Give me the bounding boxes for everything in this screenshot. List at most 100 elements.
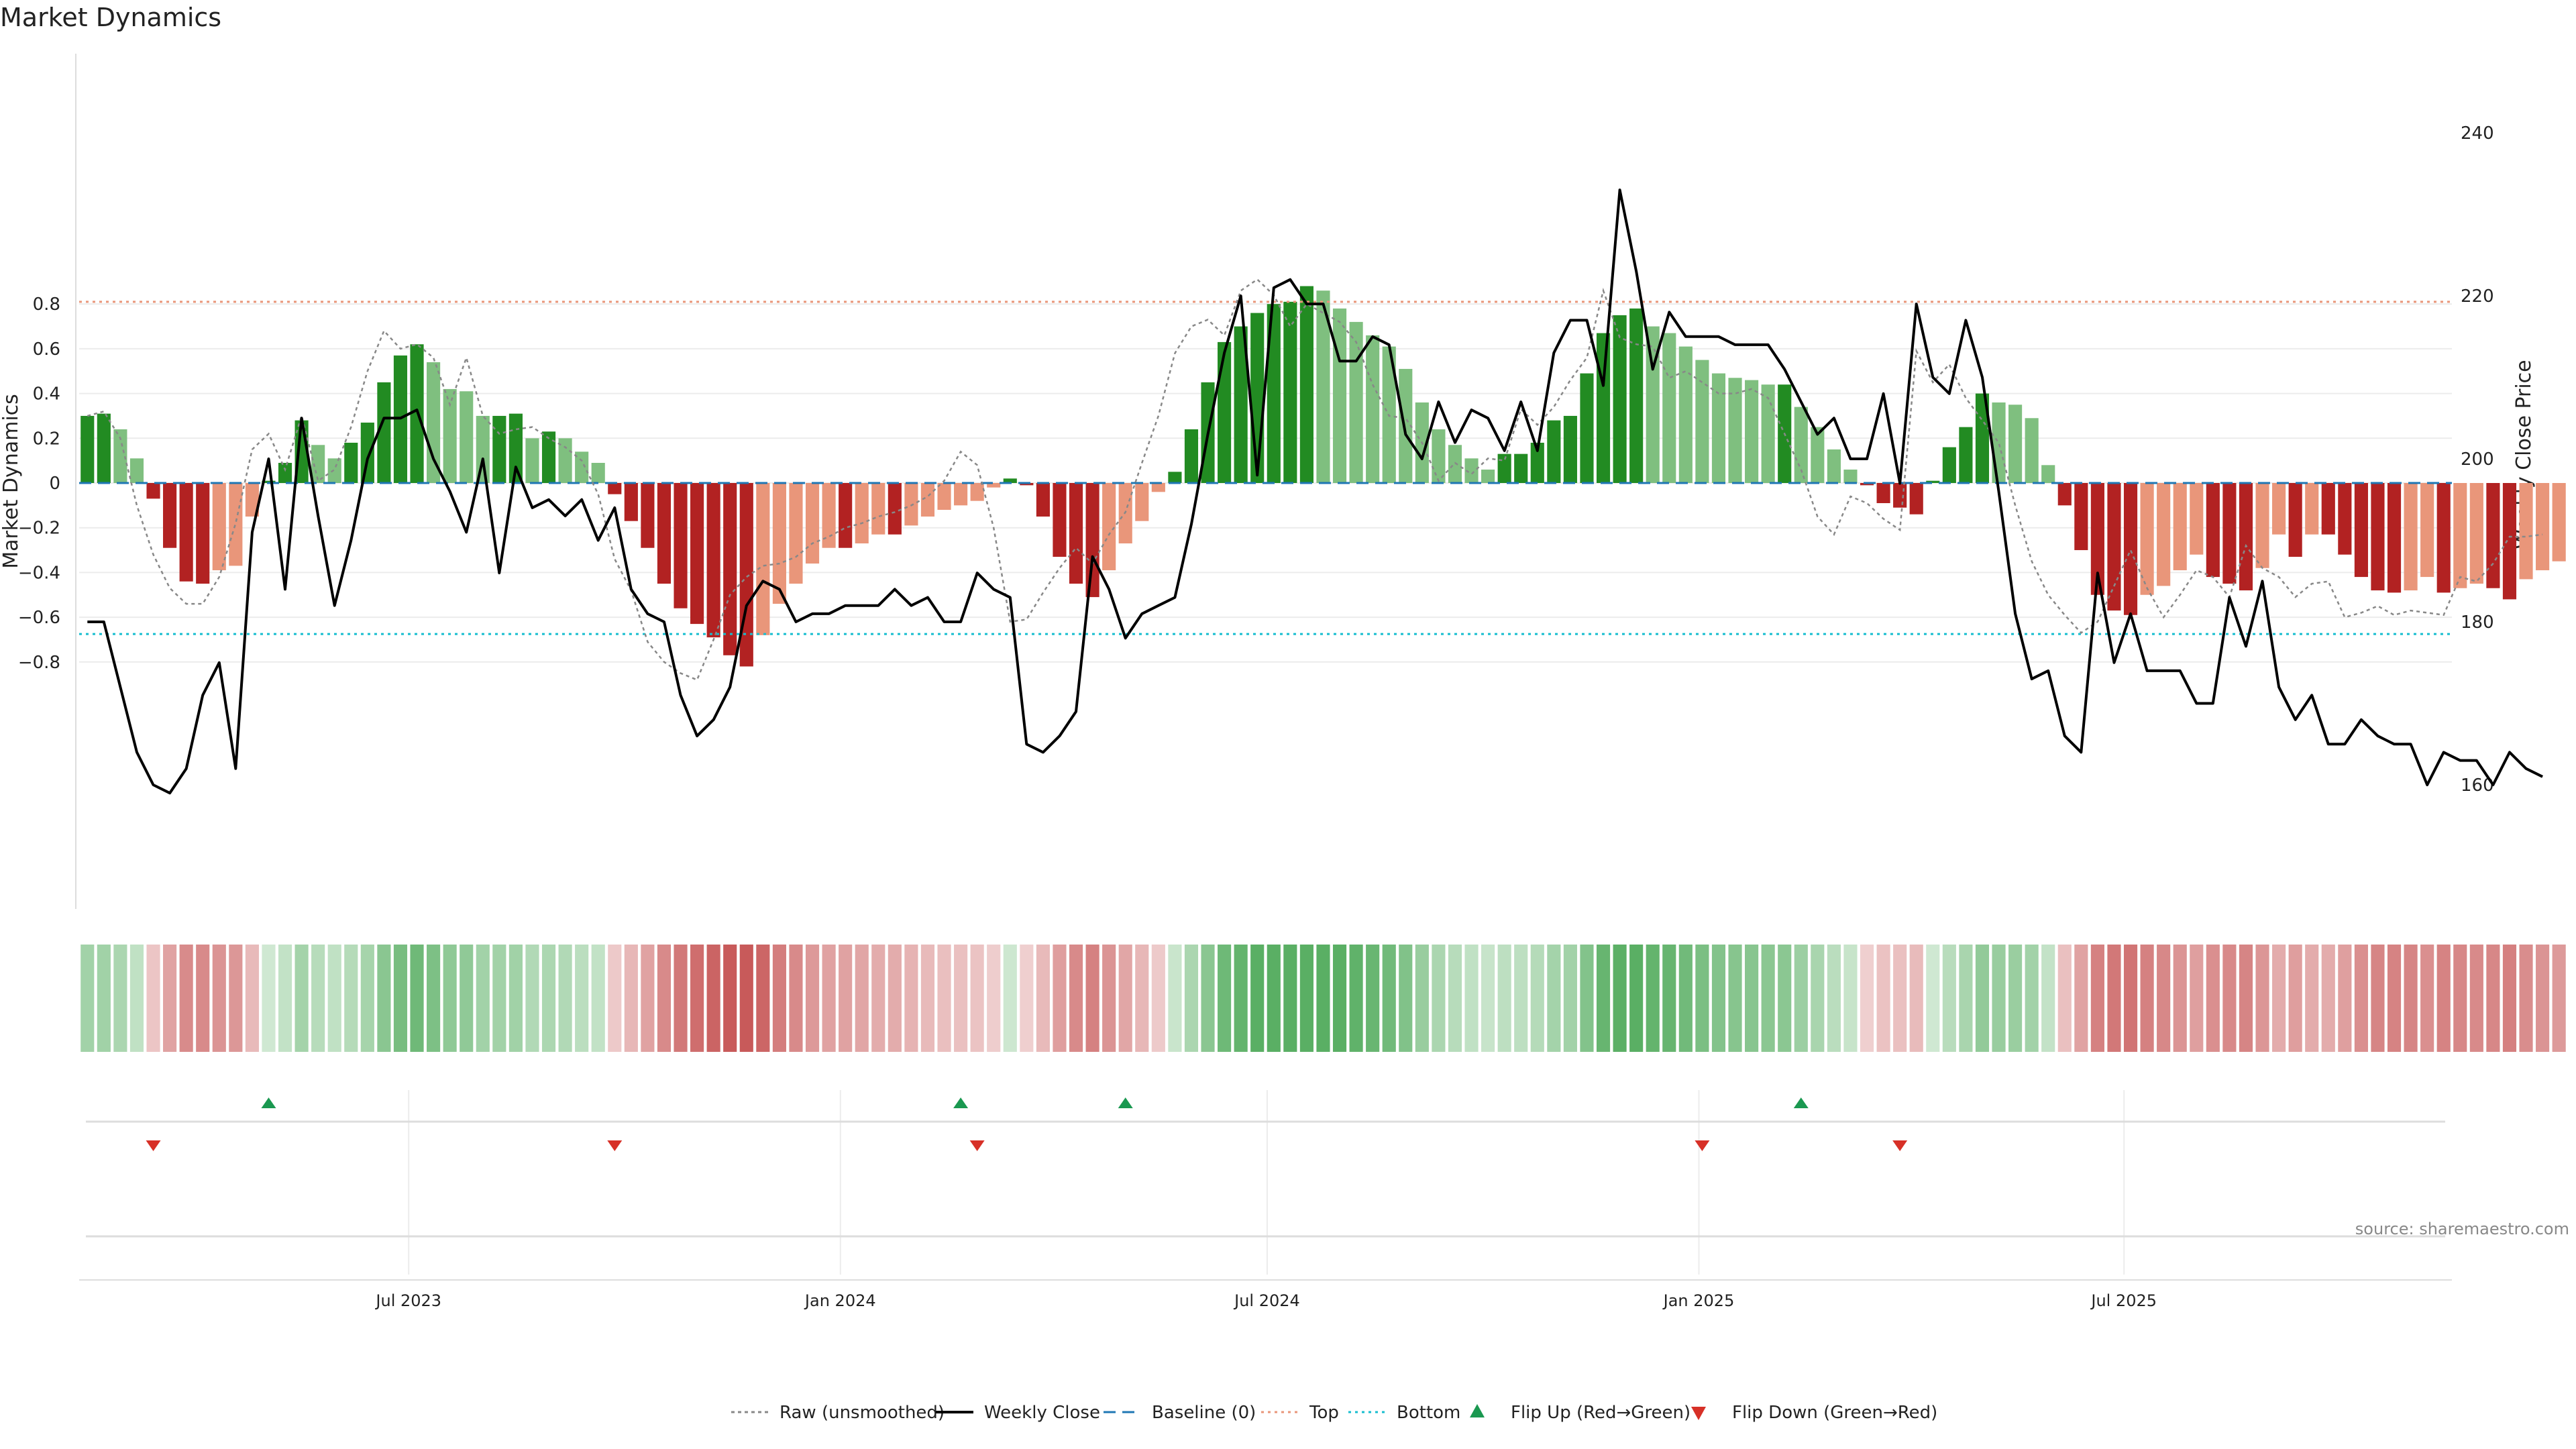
bar xyxy=(2420,483,2434,578)
flip-down-marker xyxy=(969,1140,985,1151)
heat-cell xyxy=(1843,945,1858,1052)
y-tick-label-left: −0.4 xyxy=(18,563,60,583)
raw-line xyxy=(87,278,2543,682)
heat-cell xyxy=(163,945,177,1052)
bar xyxy=(1926,480,1940,483)
heat-cell xyxy=(245,945,259,1052)
heat-cell xyxy=(1003,945,1017,1052)
bar xyxy=(344,442,358,483)
heat-cell xyxy=(2436,945,2451,1052)
heat-cell xyxy=(1201,945,1215,1052)
heat-cell xyxy=(1695,945,1709,1052)
heat-cell xyxy=(624,945,638,1052)
heat-cell xyxy=(2239,945,2253,1052)
heat-cell xyxy=(1151,945,1165,1052)
heat-cell xyxy=(1020,945,1034,1052)
heat-cell xyxy=(1448,945,1462,1052)
flip-up-marker xyxy=(261,1097,276,1108)
x-tick-label: Jul 2023 xyxy=(374,1291,441,1310)
heat-cell xyxy=(2552,945,2566,1052)
bar xyxy=(2107,483,2121,611)
heat-cell xyxy=(2404,945,2418,1052)
heat-cell xyxy=(541,945,556,1052)
bar xyxy=(1168,472,1182,483)
bar xyxy=(2486,483,2500,588)
bar xyxy=(1102,483,1116,571)
heat-cell xyxy=(1926,945,1940,1052)
bar xyxy=(2239,483,2253,591)
heat-cell xyxy=(212,945,226,1052)
bar xyxy=(2206,483,2220,578)
bar xyxy=(427,362,441,483)
heat-cell xyxy=(1678,945,1693,1052)
heat-cell xyxy=(739,945,753,1052)
heat-cell xyxy=(2074,945,2088,1052)
bar xyxy=(2552,483,2566,561)
bar xyxy=(360,422,374,483)
heat-cell xyxy=(690,945,704,1052)
heat-cell xyxy=(1250,945,1265,1052)
heat-cell xyxy=(262,945,276,1052)
heat-cell xyxy=(1102,945,1116,1052)
heat-cell xyxy=(1234,945,1248,1052)
bar xyxy=(196,483,210,584)
heat-cell xyxy=(822,945,836,1052)
heat-cell xyxy=(2025,945,2039,1052)
heat-cell xyxy=(2090,945,2104,1052)
flip-up-marker xyxy=(953,1097,969,1108)
heat-cell xyxy=(1267,945,1281,1052)
heat-cell xyxy=(508,945,523,1052)
heat-cell xyxy=(1218,945,1232,1052)
heat-cell xyxy=(1415,945,1429,1052)
bar xyxy=(1613,315,1627,483)
heat-cell xyxy=(1299,945,1313,1052)
bar xyxy=(888,483,902,535)
heat-cell xyxy=(1662,945,1676,1052)
heat-strip xyxy=(80,945,2566,1052)
heat-cell xyxy=(377,945,391,1052)
bar xyxy=(789,483,803,584)
x-tick-label: Jan 2025 xyxy=(1662,1291,1735,1310)
heat-cell xyxy=(2321,945,2335,1052)
bar xyxy=(2321,483,2335,535)
heat-cell xyxy=(1053,945,1067,1052)
bar xyxy=(1695,360,1709,483)
heat-cell xyxy=(1432,945,1446,1052)
bar xyxy=(2536,483,2550,571)
bar xyxy=(1497,453,1511,483)
bar xyxy=(2140,483,2154,595)
bar xyxy=(1596,333,1611,483)
heat-cell xyxy=(1728,945,1742,1052)
bar xyxy=(443,388,457,483)
bar xyxy=(1678,346,1693,483)
heat-cell xyxy=(2206,945,2220,1052)
y-tick-label-left: −0.8 xyxy=(18,653,60,673)
flip-down-marker xyxy=(146,1140,161,1151)
heat-cell xyxy=(954,945,968,1052)
heat-cell xyxy=(1069,945,1083,1052)
heat-cell xyxy=(2107,945,2121,1052)
weekly-close-line xyxy=(87,189,2543,795)
bar xyxy=(2074,483,2088,551)
y-tick-label-left: 0.2 xyxy=(33,429,60,449)
bar xyxy=(1711,373,1726,483)
heat-cell xyxy=(1283,945,1297,1052)
heat-cell xyxy=(2354,945,2368,1052)
heat-cell xyxy=(97,945,111,1052)
heat-cell xyxy=(2041,945,2055,1052)
heat-cell xyxy=(608,945,622,1052)
bar xyxy=(541,431,556,483)
bar xyxy=(492,415,506,483)
heat-cell xyxy=(1811,945,1825,1052)
bar xyxy=(1267,304,1281,483)
bar xyxy=(278,462,292,483)
bar xyxy=(624,483,638,521)
bar xyxy=(327,458,341,483)
flip-down-marker xyxy=(1892,1140,1908,1151)
y-tick-label-left: 0.8 xyxy=(33,294,60,315)
heat-cell xyxy=(146,945,160,1052)
bar xyxy=(1349,321,1363,483)
legend-label: Bottom xyxy=(1397,1403,1460,1423)
heat-cell xyxy=(129,945,144,1052)
